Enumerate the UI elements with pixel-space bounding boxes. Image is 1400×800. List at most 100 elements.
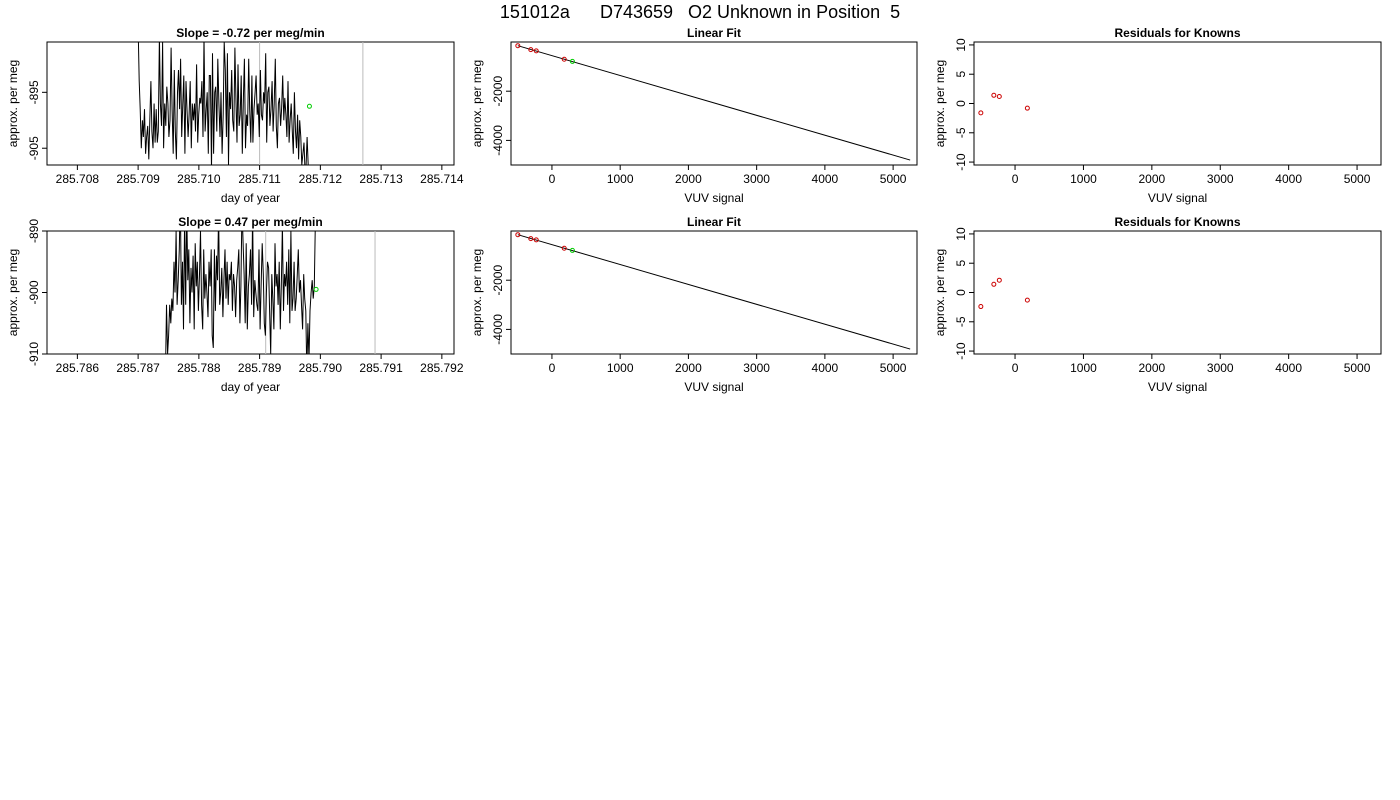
x-tick-label: 285.787: [116, 361, 160, 375]
panel-title: Slope = -0.72 per meg/min: [176, 26, 324, 40]
x-tick-label: 3000: [1207, 361, 1234, 375]
known-point: [515, 43, 521, 49]
known-point: [991, 92, 997, 98]
known-point: [533, 237, 539, 243]
known-point: [991, 281, 997, 287]
unknown-point: [569, 58, 575, 64]
known-point: [528, 47, 534, 53]
x-tick-label: 0: [1012, 361, 1019, 375]
y-tick-label: -5: [954, 316, 968, 327]
y-tick-label: 10: [954, 38, 968, 52]
panel-title: Residuals for Knowns: [1114, 215, 1240, 229]
x-tick-label: 285.713: [359, 172, 403, 186]
plot-area: [515, 232, 911, 350]
y-tick-label: 0: [954, 289, 968, 296]
y-axis-label: approx. per meg: [933, 249, 947, 336]
y-tick-label: -2000: [491, 265, 505, 296]
x-tick-label: 4000: [812, 172, 839, 186]
plot-area: [165, 231, 376, 354]
plot-frame: [510, 230, 918, 355]
chart-panel-2: Linear Fit 0 1000 2000 3000 4000 5000 -2000 -400…: [470, 26, 918, 205]
y-tick-label: -895: [27, 80, 41, 104]
x-tick-label: 5000: [1344, 361, 1371, 375]
known-point: [996, 277, 1002, 283]
y-tick-label: 5: [954, 71, 968, 78]
x-tick-label: 285.790: [299, 361, 343, 375]
x-tick-label: 2000: [675, 172, 702, 186]
y-tick-label: -900: [27, 280, 41, 304]
x-tick-label: 5000: [880, 172, 907, 186]
x-tick-label: 3000: [1207, 172, 1234, 186]
x-tick-label: 285.792: [420, 361, 464, 375]
y-axis-label: approx. per meg: [6, 249, 20, 336]
x-axis-label: VUV signal: [684, 191, 743, 205]
plot-frame: [973, 41, 1382, 166]
x-tick-label: 4000: [1275, 172, 1302, 186]
x-tick-label: 0: [1012, 172, 1019, 186]
y-tick-label: 5: [954, 260, 968, 267]
panel-title: Linear Fit: [687, 215, 741, 229]
y-axis-label: approx. per meg: [6, 60, 20, 147]
x-tick-label: 2000: [675, 361, 702, 375]
y-tick-label: -2000: [491, 76, 505, 107]
x-tick-label: 1000: [607, 361, 634, 375]
y-tick-label: -10: [954, 153, 968, 171]
x-tick-label: 285.709: [116, 172, 160, 186]
known-point: [528, 236, 534, 242]
plot-area: [137, 42, 364, 165]
chart-panel-1: Slope = -0.72 per meg/min 285.708 285.709 2…: [6, 26, 464, 205]
known-point: [1024, 297, 1030, 303]
plot-area: [978, 277, 1030, 310]
x-tick-label: 1000: [1070, 172, 1097, 186]
x-tick-label: 285.714: [420, 172, 464, 186]
x-tick-label: 285.712: [299, 172, 343, 186]
x-tick-label: 2000: [1138, 172, 1165, 186]
x-tick-label: 5000: [1344, 172, 1371, 186]
known-point: [561, 56, 567, 62]
unknown-point: [313, 286, 319, 292]
x-tick-label: 285.789: [238, 361, 282, 375]
page-title: 151012a D743659 O2 Unknown in Position 5: [499, 2, 901, 22]
chart-panel-5: Linear Fit 0 1000 2000 3000 4000 5000 -2000 -400…: [470, 215, 918, 394]
x-axis-label: VUV signal: [1148, 191, 1207, 205]
x-tick-label: 0: [549, 172, 556, 186]
x-tick-label: 1000: [607, 172, 634, 186]
y-tick-label: -4000: [491, 314, 505, 345]
y-tick-label: 0: [954, 100, 968, 107]
known-point: [533, 48, 539, 54]
x-tick-label: 285.711: [238, 172, 281, 186]
chart-panel-6: Residuals for Knowns 0 1000 2000 3000 4000 500…: [933, 215, 1382, 394]
known-point: [1024, 105, 1030, 111]
y-axis-label: approx. per meg: [933, 60, 947, 147]
x-tick-label: 285.788: [177, 361, 221, 375]
x-tick-label: 0: [549, 361, 556, 375]
x-tick-label: 285.786: [56, 361, 100, 375]
x-tick-label: 285.791: [359, 361, 403, 375]
x-tick-label: 2000: [1138, 361, 1165, 375]
y-tick-label: -910: [27, 342, 41, 366]
panel-title: Residuals for Knowns: [1114, 26, 1240, 40]
plot-area: [978, 92, 1030, 116]
y-tick-label: -5: [954, 127, 968, 138]
y-axis-label: approx. per meg: [470, 249, 484, 336]
known-point: [978, 304, 984, 310]
known-point: [561, 245, 567, 251]
known-point: [996, 93, 1002, 99]
fit-line: [517, 234, 911, 350]
x-tick-label: 1000: [1070, 361, 1097, 375]
x-tick-label: 285.710: [177, 172, 221, 186]
x-tick-label: 3000: [743, 361, 770, 375]
series-line: [137, 42, 309, 165]
plot-frame: [510, 41, 918, 166]
y-tick-label: 10: [954, 227, 968, 241]
chart-panel-4: Slope = 0.47 per meg/min 285.786 285.787 28…: [6, 215, 464, 394]
x-tick-label: 4000: [812, 361, 839, 375]
x-tick-label: 5000: [880, 361, 907, 375]
x-tick-label: 4000: [1275, 361, 1302, 375]
y-tick-label: -890: [27, 219, 41, 243]
x-tick-label: 3000: [743, 172, 770, 186]
known-point: [515, 232, 521, 238]
plot-frame: [973, 230, 1382, 355]
x-axis-label: day of year: [221, 191, 280, 205]
